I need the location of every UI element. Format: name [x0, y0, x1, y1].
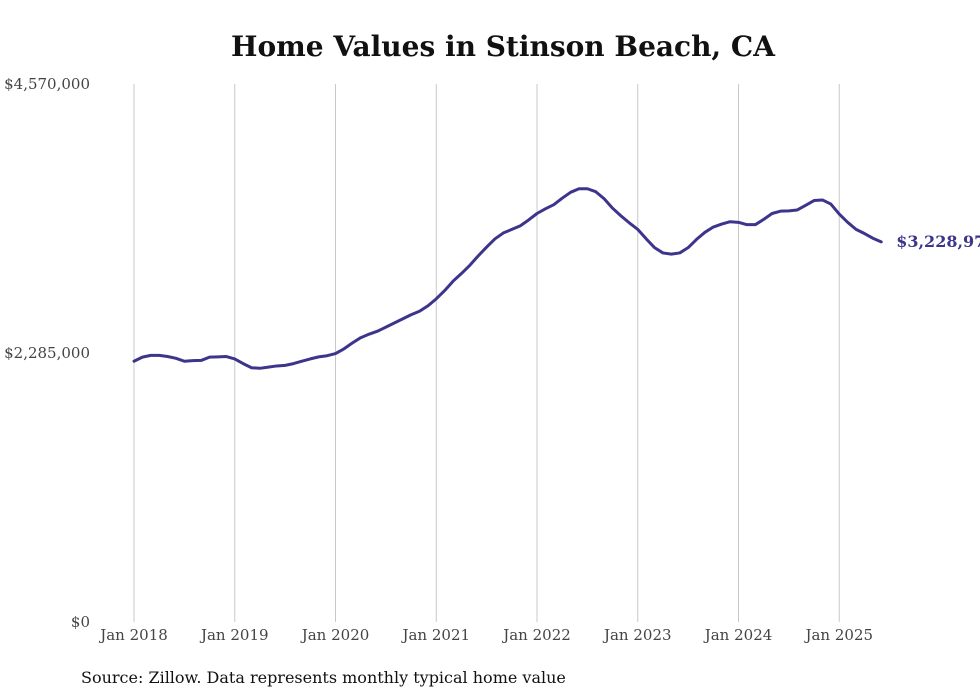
x-tick-label-2: Jan 2020 — [300, 626, 370, 644]
y-tick-label-2: $4,570,000 — [4, 75, 90, 93]
chart-source-note: Source: Zillow. Data represents monthly … — [81, 668, 566, 687]
series-layer — [132, 187, 883, 370]
y-axis: $0 $2,285,000 $4,570,000 — [4, 75, 90, 631]
chart-title: Home Values in Stinson Beach, CA — [231, 30, 775, 63]
x-tick-label-0: Jan 2018 — [98, 626, 168, 644]
y-tick-label-1: $2,285,000 — [4, 344, 90, 362]
x-tick-label-6: Jan 2024 — [703, 626, 773, 644]
end-value-label: $3,228,970 — [896, 232, 980, 251]
x-tick-label-7: Jan 2025 — [803, 626, 873, 644]
x-tick-label-1: Jan 2019 — [199, 626, 269, 644]
x-tick-label-3: Jan 2021 — [400, 626, 470, 644]
x-tick-label-5: Jan 2023 — [602, 626, 672, 644]
x-tick-label-4: Jan 2022 — [501, 626, 571, 644]
series-line-0 — [132, 187, 883, 370]
x-axis: Jan 2018 Jan 2019 Jan 2020 Jan 2021 Jan 2022… — [98, 626, 873, 644]
end-label-layer: $3,228,970 — [896, 232, 980, 251]
grid-lines — [133, 84, 840, 622]
y-tick-label-0: $0 — [71, 613, 90, 631]
